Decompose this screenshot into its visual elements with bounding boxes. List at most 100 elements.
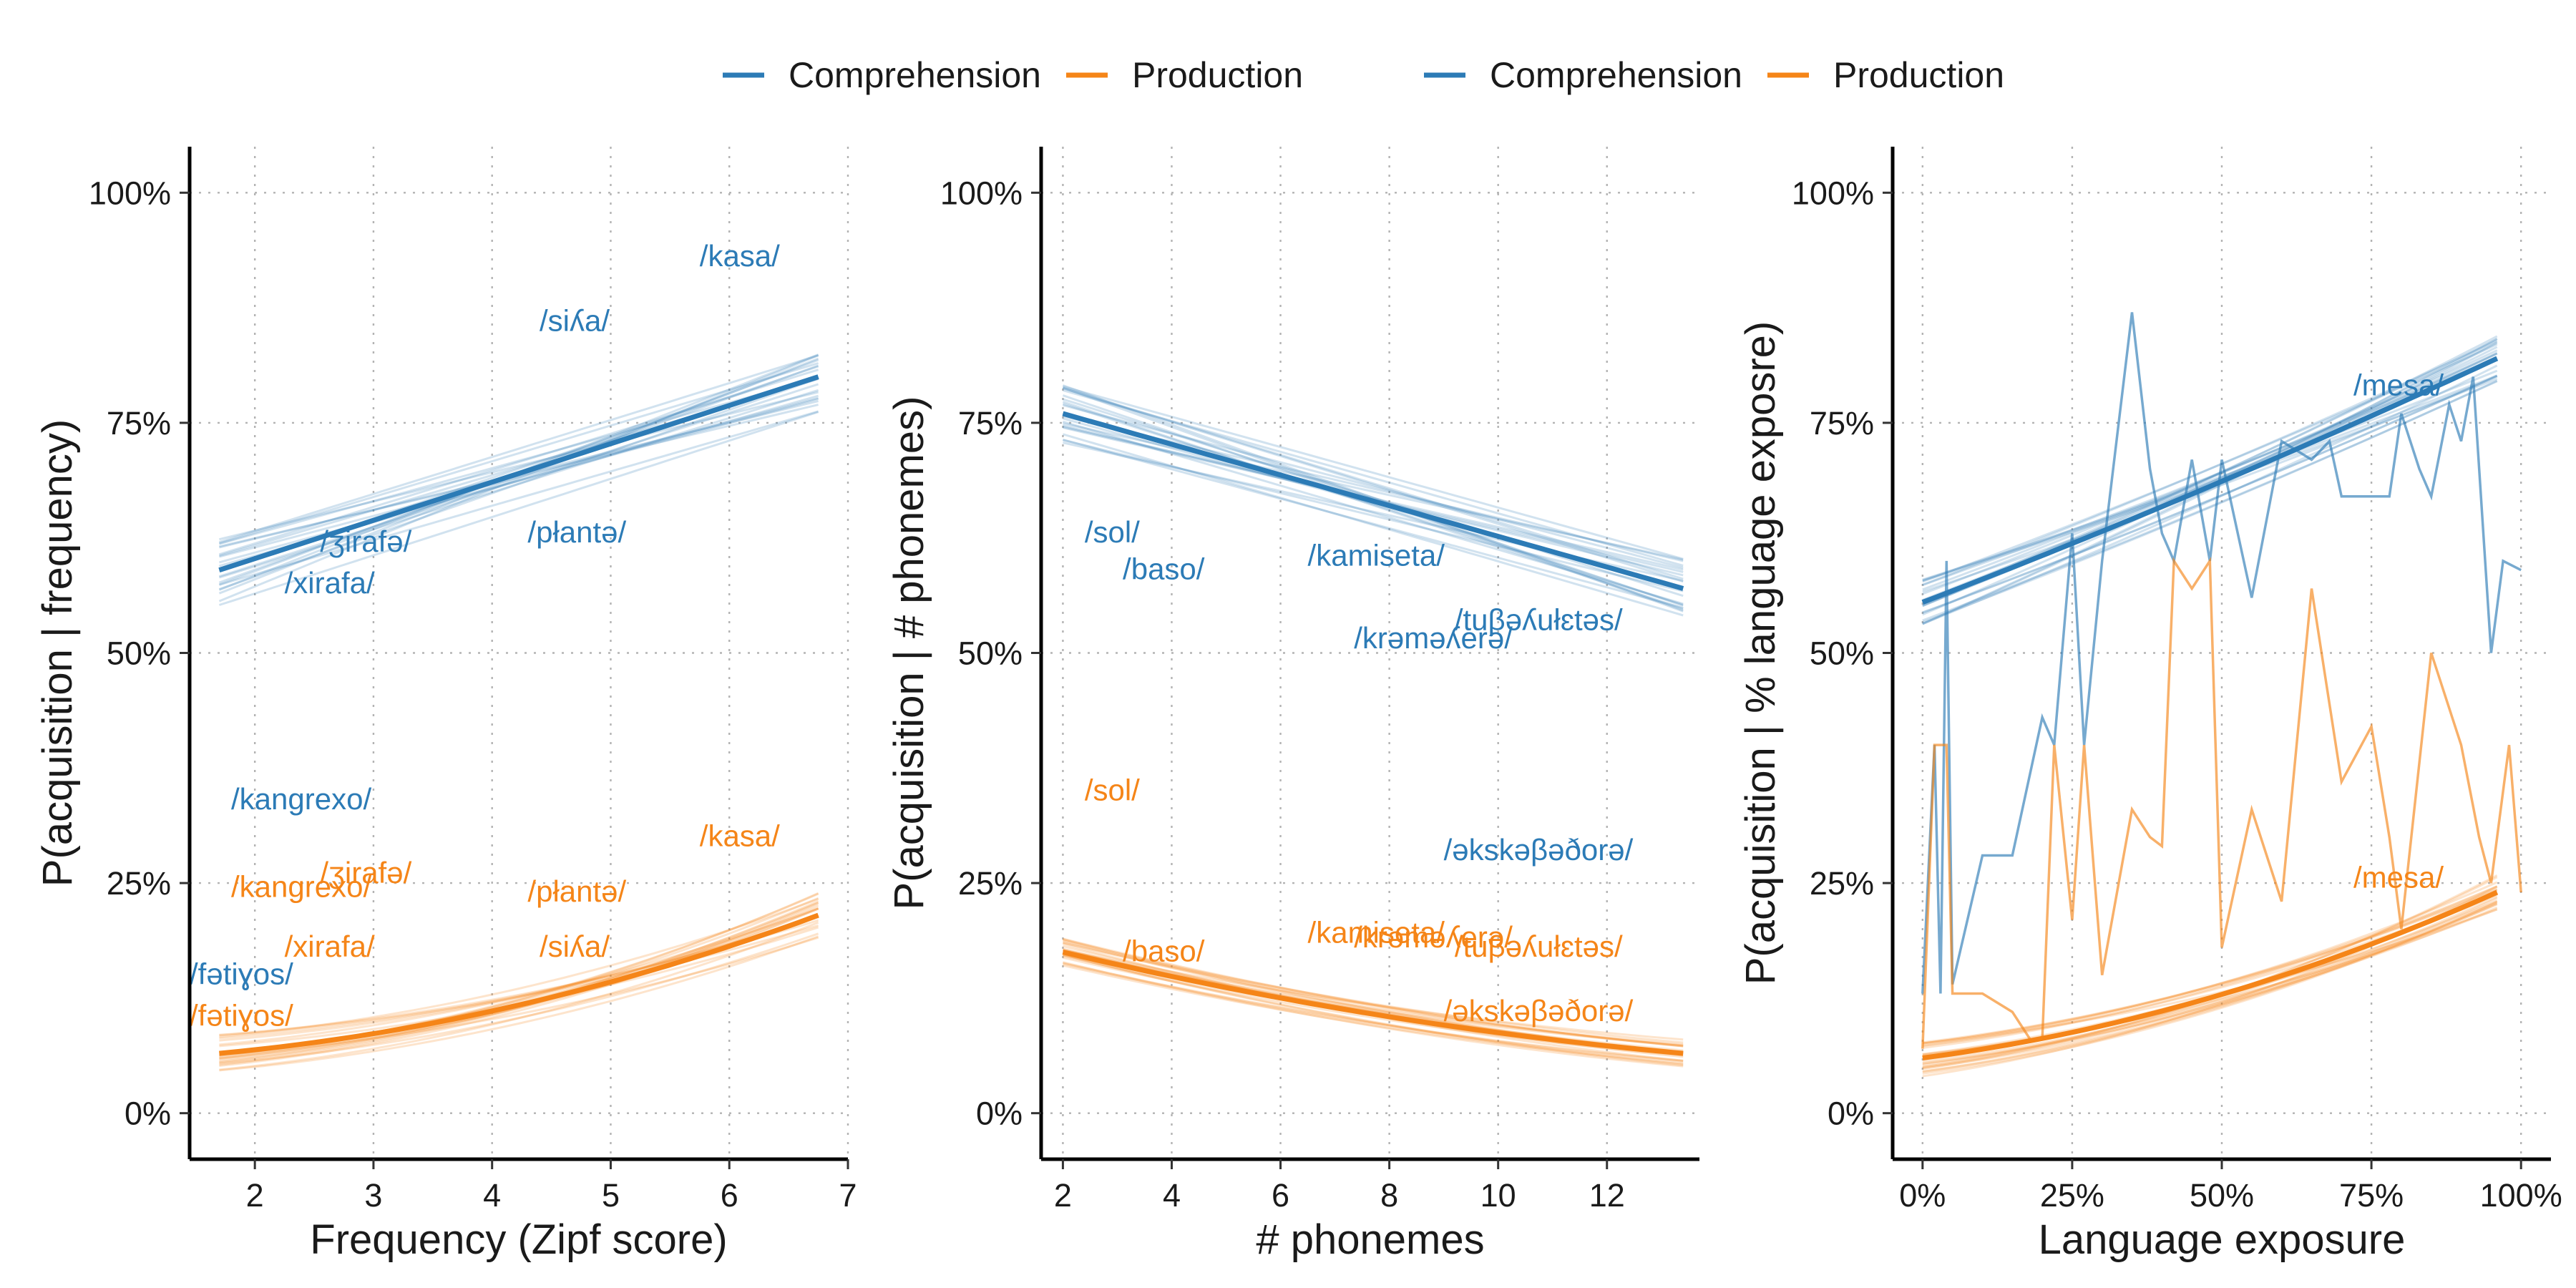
bootstrap-line [1063,962,1684,1062]
data-label: /płantə/ [527,874,626,908]
data-label: /siʎa/ [540,303,610,337]
x-axis-title: Frequency (Zipf score) [310,1216,727,1263]
bootstrap-line [218,411,819,606]
legend-label: Production [1833,55,2004,95]
series-line [1062,950,1684,1056]
bootstrap-line [219,902,819,1066]
panel-phonemes: /sol//baso//kamiseta//tuβəʎułɛtəs//krəmə… [886,147,1699,1263]
data-label: /sol/ [1085,515,1140,549]
data-label: /kamiseta/ [1308,538,1445,572]
bootstrap-line [1063,937,1684,1048]
bootstrap-line [1922,895,2498,1068]
bootstrap-line [219,907,819,1046]
x-axis-title: Language exposure [2039,1216,2406,1263]
bootstrap-line [1063,941,1684,1044]
data-label: /ʒirafə/ [320,525,411,558]
y-tick-label: 50% [107,635,171,672]
bootstrap-line [1922,901,2498,1075]
y-tick-label: 100% [940,175,1023,211]
data-label: /kasa/ [700,239,780,273]
bootstrap-line [1922,876,2498,1068]
bootstrap-line [218,369,819,556]
bootstrap-line [219,897,819,1038]
bootstrap-line [219,935,819,1072]
data-label: /kamiseta/ [1308,916,1445,950]
bootstrap-line [219,924,819,1037]
bootstrap-line [1062,420,1684,605]
bootstrap-line [1062,386,1684,580]
data-label: /płantə/ [527,515,626,549]
x-tick-label: 4 [1163,1177,1181,1214]
bootstrap-line [1922,900,2498,1073]
y-tick-label: 50% [958,635,1023,672]
bootstrap-line [1922,364,2498,625]
data-label: /krəməʎerə/ [1354,920,1513,954]
data-label: /baso/ [1123,934,1205,967]
legend: Comprehension Production Comprehension Prod… [723,55,2004,95]
bootstrap-line [1062,433,1684,617]
x-tick-label: 10 [1480,1177,1516,1214]
bootstrap-line [219,914,819,1042]
bootstrap-line [219,936,819,1057]
data-label: /tuβəʎułɛtəs/ [1455,602,1623,636]
data-label: /xirafa/ [285,930,375,963]
x-tick-label: 6 [721,1177,738,1214]
grid [1893,147,2551,1159]
data-label: /xirafa/ [285,566,375,600]
data-label: /fətiɣos/ [190,957,293,991]
data-label: /ʒirafə/ [320,856,411,889]
bootstrap-line [1922,881,2498,1047]
bootstrap-line [1922,338,2498,604]
bootstrap-line [1062,401,1684,610]
x-tick-label: 2 [246,1177,264,1214]
legend-label: Production [1132,55,1303,95]
x-axis-title: # phonemes [1256,1216,1484,1263]
bootstrap-line [218,362,819,545]
legend-item: Comprehension [723,55,1041,95]
x-tick-label: 75% [2339,1177,2404,1214]
x-tick-label: 2 [1054,1177,1072,1214]
data-label: /mesa/ [2353,861,2444,894]
y-tick-label: 50% [1810,635,1874,672]
x-tick-label: 0% [1899,1177,1946,1214]
data-label: /tuβəʎułɛtəs/ [1455,930,1623,963]
legend-item: Comprehension [1424,55,1742,95]
data-label: /kangrexo/ [231,869,371,903]
fitted-curves [1062,384,1684,1068]
bootstrap-line [218,354,819,543]
bootstrap-line [1922,339,2498,586]
y-axis-title: P(acquisition | # phonemes) [886,396,932,910]
bootstrap-line [218,389,819,579]
bootstrap-line [1063,949,1684,1041]
x-tick-label: 8 [1380,1177,1398,1214]
bootstrap-line [1063,953,1684,1065]
legend-item: Production [1066,55,1303,95]
x-tick-label: 12 [1589,1177,1625,1214]
observed-line [1921,557,2522,1049]
x-tick-label: 100% [2480,1177,2562,1214]
bootstrap-line [218,383,819,578]
y-axis-title: P(acquisition | frequency) [34,419,81,887]
grid [1041,147,1699,1159]
bootstrap-line [1922,356,2498,587]
bootstrap-line [1063,422,1684,561]
fitted-curves [1921,335,2499,1078]
bootstrap-line [219,376,819,545]
bootstrap-line [219,391,819,541]
series-line [219,912,819,1056]
panel-frequency: /kasa/ /siʎa/ /ʒirafə/ /płantə/ /xirafa/ /kan… [34,147,857,1263]
bootstrap-line [1922,341,2498,625]
bootstrap-line [1922,897,2498,1073]
x-tick-label: 6 [1272,1177,1289,1214]
data-label: /kangrexo/ [231,782,371,816]
bootstrap-line [1922,889,2498,1045]
data-label: /əkskəβəðorə/ [1444,833,1634,867]
y-tick-label: 0% [1828,1096,1874,1132]
word-labels: /sol//baso//kamiseta//tuβəʎułɛtəs//krəmə… [1085,515,1634,1028]
bootstrap-line [1922,887,2498,1044]
bootstrap-line [1922,349,2498,595]
y-tick-label: 100% [89,175,171,211]
bootstrap-line [218,354,819,602]
bootstrap-line [1063,939,1684,1048]
x-tick-label: 3 [364,1177,382,1214]
